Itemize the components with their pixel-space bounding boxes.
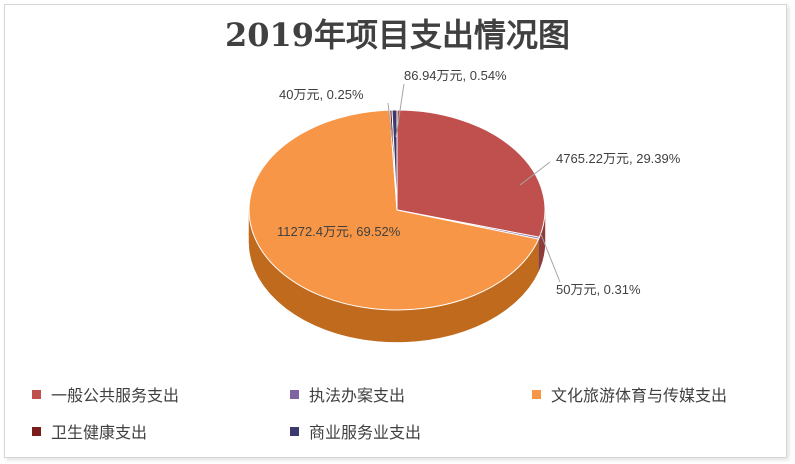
legend-swatch (32, 389, 41, 399)
pie-slice (248, 109, 540, 311)
legend-item: 执法办案支出 (290, 382, 405, 406)
leader-line (395, 83, 405, 138)
legend-item: 商业服务业支出 (290, 419, 421, 443)
leader-line (519, 161, 551, 186)
legend-label: 商业服务业支出 (309, 423, 422, 442)
data-label-group: 4765.22万元, 29.39% 50万元, 0.31% 11272.4万元, 6… (277, 68, 681, 297)
data-label: 50万元, 0.31% (556, 282, 641, 297)
data-label: 40万元, 0.25% (279, 87, 364, 102)
chart-title: 2019年项目支出情况图 (224, 16, 571, 54)
leader-line (539, 231, 561, 283)
legend-label: 文化旅游体育与传媒支出 (551, 386, 728, 405)
legend-swatch (290, 389, 299, 399)
pie-slice (396, 109, 546, 238)
legend-swatch (532, 389, 541, 399)
legend-label: 一般公共服务支出 (51, 386, 180, 405)
legend-label: 卫生健康支出 (51, 423, 148, 442)
pie-slice (391, 109, 398, 211)
legend-swatch (32, 426, 41, 436)
data-label: 11272.4万元, 69.52% (277, 224, 401, 239)
data-label: 86.94万元, 0.54% (404, 68, 507, 83)
legend-label: 执法办案支出 (309, 386, 406, 405)
data-label: 4765.22万元, 29.39% (556, 151, 681, 166)
legend-item: 卫生健康支出 (32, 419, 147, 443)
leader-line (387, 102, 393, 139)
legend-swatch (290, 426, 299, 436)
pie-top-group (248, 109, 546, 311)
legend-item: 文化旅游体育与传媒支出 (532, 382, 727, 406)
legend-item: 一般公共服务支出 (32, 382, 179, 406)
